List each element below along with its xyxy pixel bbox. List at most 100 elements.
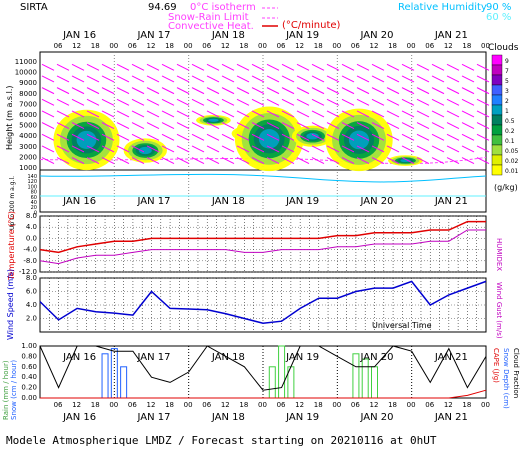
wind-barb bbox=[416, 145, 430, 153]
hour-tick-label: 00 bbox=[407, 42, 416, 50]
wind-barb bbox=[326, 63, 340, 71]
wind-barb bbox=[266, 110, 280, 118]
precip-ytick-label: 0.00 bbox=[21, 394, 37, 402]
wind-barb bbox=[431, 157, 445, 165]
wind-barb bbox=[206, 122, 220, 130]
hour-tick-label: 00 bbox=[258, 401, 267, 409]
wind-barb bbox=[161, 87, 175, 95]
day-label: JAN 19 bbox=[285, 196, 319, 207]
hour-tick-label: 12 bbox=[444, 42, 453, 50]
ytick-label: 0.0 bbox=[26, 234, 37, 242]
wind-barb bbox=[446, 145, 460, 153]
wind-barb bbox=[191, 87, 205, 95]
wind-barb bbox=[131, 110, 145, 118]
wind-barb bbox=[41, 110, 55, 118]
isotherm-contour bbox=[39, 156, 487, 165]
snow-rain-label: Snow-Rain Limit bbox=[168, 12, 249, 23]
wind-barb bbox=[416, 98, 430, 106]
cloud-fraction-ylabel: Cloud Fraction bbox=[512, 348, 520, 398]
wind-barb bbox=[176, 133, 190, 141]
wind-barb bbox=[71, 145, 85, 153]
cloud-cell bbox=[306, 133, 319, 140]
hour-tick-label: 00 bbox=[109, 401, 118, 409]
colorbar-level-label: 9 bbox=[505, 58, 509, 65]
cloud-panel: 1100010000900080007000600050004000300020… bbox=[15, 51, 490, 216]
hour-tick-label: 18 bbox=[314, 42, 323, 50]
hour-tick-label: 06 bbox=[277, 42, 286, 50]
wind-barb bbox=[326, 75, 340, 83]
wind-barb bbox=[176, 63, 190, 71]
wind-barb bbox=[56, 87, 70, 95]
day-label: JAN 16 bbox=[62, 352, 96, 363]
wind-barb bbox=[116, 75, 130, 83]
colorbar-level-label: 2 bbox=[505, 98, 509, 105]
series-line-cloud-fraction bbox=[39, 345, 487, 391]
wind-barb bbox=[266, 157, 280, 165]
hour-tick-label: 18 bbox=[91, 42, 100, 50]
colorbar-level-label: 0.01 bbox=[505, 168, 519, 175]
hour-tick-label: 18 bbox=[462, 42, 471, 50]
wind-barb bbox=[446, 122, 460, 130]
wind-barb bbox=[161, 122, 175, 130]
site-coords: 94.69 bbox=[148, 2, 177, 13]
wind-barb bbox=[116, 145, 130, 153]
wind-barb bbox=[431, 133, 445, 141]
wind-barb bbox=[281, 63, 295, 71]
wind-barb bbox=[326, 133, 340, 141]
temperature-ylabel: Temperature (°C) bbox=[7, 211, 16, 281]
wind-barb bbox=[116, 98, 130, 106]
wind-barb bbox=[206, 133, 220, 141]
wind-barb bbox=[476, 87, 490, 95]
wind-barb bbox=[191, 145, 205, 153]
cloud-ytick-label: 0 bbox=[34, 210, 37, 216]
wind-barb bbox=[461, 63, 475, 71]
wind-barb bbox=[191, 122, 205, 130]
series-line-temperature bbox=[39, 220, 486, 254]
ytick-label: -4.0 bbox=[23, 246, 37, 254]
wind-barb bbox=[221, 145, 235, 153]
wind-barb bbox=[251, 87, 265, 95]
colorbar-level-label: 0.05 bbox=[505, 148, 519, 155]
ytick-label: 4.0 bbox=[26, 223, 37, 231]
wind-barb bbox=[56, 63, 70, 71]
day-label: JAN 19 bbox=[285, 412, 319, 423]
day-label: JAN 18 bbox=[211, 352, 245, 363]
wind-barb bbox=[416, 110, 430, 118]
day-label: JAN 17 bbox=[137, 352, 171, 363]
wind-barb bbox=[86, 145, 100, 153]
wind-barb bbox=[461, 98, 475, 106]
wind-barb bbox=[146, 157, 160, 165]
wind-barb bbox=[416, 63, 430, 71]
wind-barb bbox=[326, 122, 340, 130]
wind-barb bbox=[416, 122, 430, 130]
day-label: JAN 17 bbox=[137, 412, 171, 423]
hour-tick-label: 06 bbox=[128, 401, 137, 409]
cloud-ytick-label: 20 bbox=[31, 205, 37, 211]
colorbar-swatch bbox=[491, 74, 503, 86]
wind-barb bbox=[266, 122, 280, 130]
wind-barb bbox=[326, 87, 340, 95]
hour-tick-label: 06 bbox=[277, 401, 286, 409]
precip-ytick-label: 1.00 bbox=[21, 342, 37, 350]
wind-barb bbox=[311, 133, 325, 141]
cloud-ytick-label: 80 bbox=[31, 190, 37, 196]
colorbar-level-label: 0.5 bbox=[505, 118, 515, 125]
wind-barb bbox=[431, 75, 445, 83]
wind-barb bbox=[386, 63, 400, 71]
cloud-cell bbox=[138, 146, 152, 155]
hour-tick-label: 18 bbox=[388, 401, 397, 409]
wind-barb bbox=[71, 157, 85, 165]
wind-barb bbox=[101, 122, 115, 130]
wind-barb bbox=[401, 145, 415, 153]
wind-barb bbox=[401, 133, 415, 141]
cloud-ytick-label: 2000 bbox=[19, 153, 37, 161]
wind-barb bbox=[431, 87, 445, 95]
colorbar-unit: (g/kg) bbox=[494, 183, 518, 192]
wind-barb bbox=[416, 133, 430, 141]
cape-ylabel: CAPE (J/g) bbox=[492, 348, 500, 383]
hour-tick-label: 06 bbox=[202, 42, 211, 50]
hour-tick-label: 06 bbox=[425, 42, 434, 50]
wind-barb bbox=[266, 87, 280, 95]
series-line-humidex bbox=[39, 229, 486, 265]
humidex-ylabel: HUMIDEX bbox=[495, 238, 503, 271]
